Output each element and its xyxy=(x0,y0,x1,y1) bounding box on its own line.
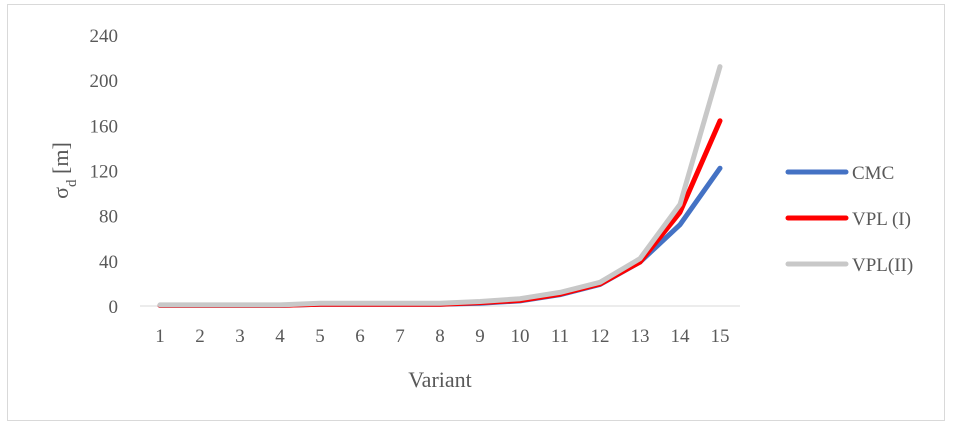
y-tick-label: 0 xyxy=(109,297,119,318)
legend-label: CMC xyxy=(852,163,894,184)
legend-label: VPL(II) xyxy=(852,255,913,276)
series-line-2 xyxy=(157,118,723,308)
series-line-3 xyxy=(157,64,723,308)
chart-frame xyxy=(7,4,945,421)
y-tick-label: 80 xyxy=(99,207,118,228)
y-axis-title-sub: d xyxy=(64,179,80,187)
y-tick-label: 40 xyxy=(99,252,118,273)
x-tick-label: 13 xyxy=(631,326,650,347)
x-tick-label: 14 xyxy=(671,326,691,347)
legend-item: CMC xyxy=(785,163,894,184)
y-axis-ticks: 0 40 80 120 160 200 240 xyxy=(90,26,119,318)
y-tick-label: 120 xyxy=(90,162,119,183)
x-tick-label: 7 xyxy=(395,326,405,347)
x-axis-title: Variant xyxy=(408,367,472,392)
y-tick-label: 240 xyxy=(90,26,119,47)
x-tick-label: 3 xyxy=(235,326,245,347)
legend: CMC VPL (I) VPL(II) xyxy=(785,163,913,276)
x-axis-ticks: 1 2 3 4 5 6 7 8 9 10 11 12 13 14 15 xyxy=(155,326,729,347)
y-axis-title: σd [m] xyxy=(48,142,80,199)
x-tick-label: 9 xyxy=(475,326,485,347)
legend-item: VPL(II) xyxy=(785,255,913,276)
x-tick-label: 12 xyxy=(591,326,610,347)
x-tick-label: 4 xyxy=(275,326,285,347)
x-tick-label: 11 xyxy=(551,326,569,347)
y-axis-title-rest: [m] xyxy=(48,142,73,179)
legend-item: VPL (I) xyxy=(785,209,911,230)
x-tick-label: 10 xyxy=(511,326,530,347)
x-tick-label: 15 xyxy=(711,326,730,347)
x-tick-label: 8 xyxy=(435,326,445,347)
y-tick-label: 160 xyxy=(90,116,119,137)
y-tick-label: 200 xyxy=(90,71,119,92)
x-tick-label: 2 xyxy=(195,326,205,347)
series-line-1 xyxy=(157,165,723,308)
series-lines xyxy=(157,64,723,308)
y-axis-title-main: σ xyxy=(48,187,73,199)
x-tick-label: 1 xyxy=(155,326,165,347)
x-tick-label: 5 xyxy=(315,326,325,347)
x-tick-label: 6 xyxy=(355,326,365,347)
legend-label: VPL (I) xyxy=(852,209,911,230)
